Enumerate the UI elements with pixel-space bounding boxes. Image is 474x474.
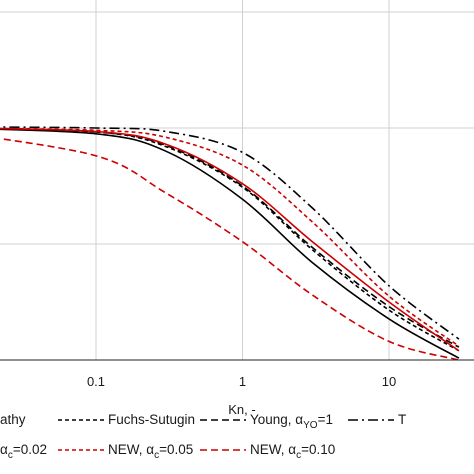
- x-tick-label: 10: [382, 374, 396, 389]
- legend-label: Young, αYO=1: [250, 412, 333, 431]
- legend-item: Young, αYO=1: [200, 412, 333, 431]
- legend-item: NEW, αc=0.10: [200, 442, 335, 461]
- series-line-7: [0, 137, 460, 360]
- series-line-6: [0, 127, 460, 347]
- series-line-2: [0, 127, 460, 352]
- legend: athy Fuchs-Sutugin Young, αYO=1 Tαc=0.02 NEW…: [0, 412, 406, 461]
- legend-label: αc=0.02: [0, 442, 47, 461]
- x-tick-labels: 0.1 1 10: [87, 374, 396, 389]
- legend-label: athy: [0, 412, 26, 427]
- series-line-4: [0, 126, 460, 340]
- legend-label: NEW, αc=0.05: [108, 442, 193, 461]
- legend-item: T: [348, 412, 406, 427]
- x-tick-label: 1: [239, 374, 246, 389]
- legend-item: Fuchs-Sutugin: [58, 412, 195, 427]
- series-line-1: [0, 128, 460, 359]
- series-line-3: [0, 128, 460, 348]
- legend-item: athy: [0, 412, 26, 427]
- x-tick-label: 0.1: [87, 374, 105, 389]
- legend-label: T: [398, 412, 406, 427]
- legend-label: NEW, αc=0.10: [250, 442, 335, 461]
- x-axis-title: Kn, -: [228, 402, 255, 417]
- legend-item: αc=0.02: [0, 442, 47, 461]
- legend-item: NEW, αc=0.05: [58, 442, 193, 461]
- plot-area: [0, 126, 460, 360]
- legend-label: Fuchs-Sutugin: [108, 412, 195, 427]
- series-line-5: [0, 127, 460, 352]
